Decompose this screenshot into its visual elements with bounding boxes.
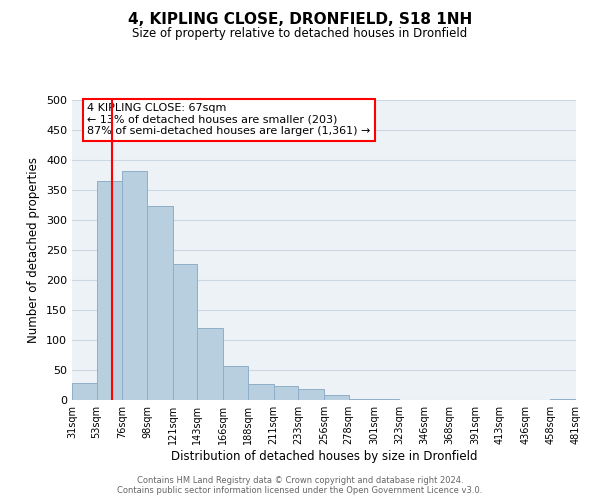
Y-axis label: Number of detached properties: Number of detached properties [28, 157, 40, 343]
Text: Size of property relative to detached houses in Dronfield: Size of property relative to detached ho… [133, 28, 467, 40]
Bar [298, 389, 324, 400]
Bar [122, 171, 147, 400]
Bar [173, 264, 197, 400]
Text: Contains public sector information licensed under the Open Government Licence v3: Contains public sector information licen… [118, 486, 482, 495]
Bar [97, 181, 122, 400]
Bar [550, 399, 576, 400]
Bar [147, 206, 173, 400]
Bar [197, 328, 223, 400]
Text: 4, KIPLING CLOSE, DRONFIELD, S18 1NH: 4, KIPLING CLOSE, DRONFIELD, S18 1NH [128, 12, 472, 28]
Bar [72, 383, 97, 400]
Bar [248, 384, 274, 400]
Bar [324, 395, 349, 400]
Text: 4 KIPLING CLOSE: 67sqm
← 13% of detached houses are smaller (203)
87% of semi-de: 4 KIPLING CLOSE: 67sqm ← 13% of detached… [87, 103, 370, 136]
Bar [349, 399, 374, 400]
X-axis label: Distribution of detached houses by size in Dronfield: Distribution of detached houses by size … [171, 450, 477, 463]
Text: Contains HM Land Registry data © Crown copyright and database right 2024.: Contains HM Land Registry data © Crown c… [137, 476, 463, 485]
Bar [223, 366, 248, 400]
Bar [274, 386, 298, 400]
